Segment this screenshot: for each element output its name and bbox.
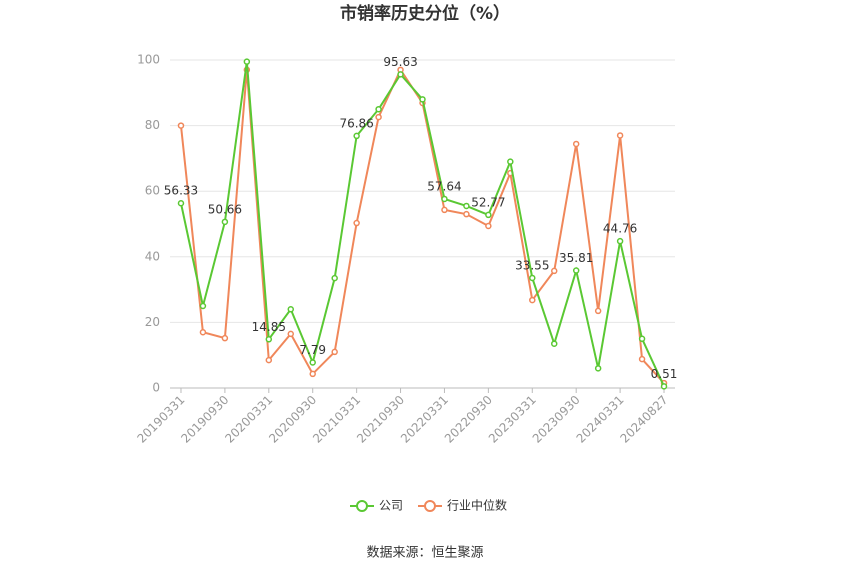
point (616, 237, 624, 245)
point (507, 158, 514, 165)
data-label: 76.86 (339, 116, 373, 130)
point (529, 296, 536, 304)
data-label: 0.51 (651, 367, 678, 381)
point (441, 206, 448, 214)
point (243, 58, 251, 65)
point (375, 113, 382, 121)
data-label: 50.66 (208, 202, 242, 216)
y-tick-label: 40 (145, 249, 160, 263)
point (397, 71, 404, 78)
point (529, 274, 536, 282)
data-label: 57.64 (427, 179, 461, 193)
point (463, 210, 470, 218)
point (594, 307, 602, 315)
data-label: 14.85 (252, 320, 286, 334)
point (177, 199, 185, 207)
y-tick-label: 100 (137, 53, 160, 67)
x-tick-label: 20240827 (618, 393, 671, 446)
point (550, 340, 558, 347)
point (309, 370, 316, 378)
y-tick-label: 0 (152, 381, 160, 395)
data-label: 33.55 (515, 258, 549, 272)
point (638, 355, 646, 363)
y-tick-label: 80 (145, 118, 160, 132)
point (353, 219, 360, 227)
point (616, 132, 624, 139)
source: 数据来源：恒生聚源 (366, 546, 483, 561)
point (485, 211, 492, 219)
point (638, 335, 646, 343)
point (441, 195, 448, 203)
point (550, 267, 558, 275)
data-label: 52.77 (471, 195, 505, 209)
point (221, 218, 229, 226)
y-tick-label: 60 (145, 184, 160, 198)
point (572, 140, 580, 148)
point (353, 132, 360, 140)
y-tick-label: 20 (145, 315, 160, 329)
legend-marker (356, 500, 368, 512)
point (331, 274, 338, 282)
point (309, 359, 316, 366)
point (287, 330, 295, 338)
series-line (180, 61, 665, 387)
point (594, 365, 602, 372)
point (331, 348, 338, 356)
point (375, 105, 382, 113)
data-label: 95.63 (383, 55, 417, 69)
point (485, 222, 492, 230)
point (463, 202, 470, 210)
data-label: 7.79 (299, 343, 326, 357)
chart-title: 市销率历史分位（%） (340, 3, 510, 24)
point (199, 302, 207, 310)
point (419, 96, 426, 103)
data-label: 44.76 (603, 222, 637, 236)
point (660, 383, 668, 390)
point (265, 356, 273, 364)
legend-label: 行业中位数 (447, 498, 507, 513)
data-label: 35.81 (559, 251, 593, 265)
point (287, 306, 295, 313)
point (177, 122, 185, 129)
point (265, 336, 273, 343)
point (221, 334, 229, 342)
data-label: 56.33 (164, 184, 198, 198)
legend-label: 公司 (379, 499, 403, 513)
legend-marker (424, 500, 436, 512)
point (572, 267, 580, 274)
point (199, 328, 207, 336)
